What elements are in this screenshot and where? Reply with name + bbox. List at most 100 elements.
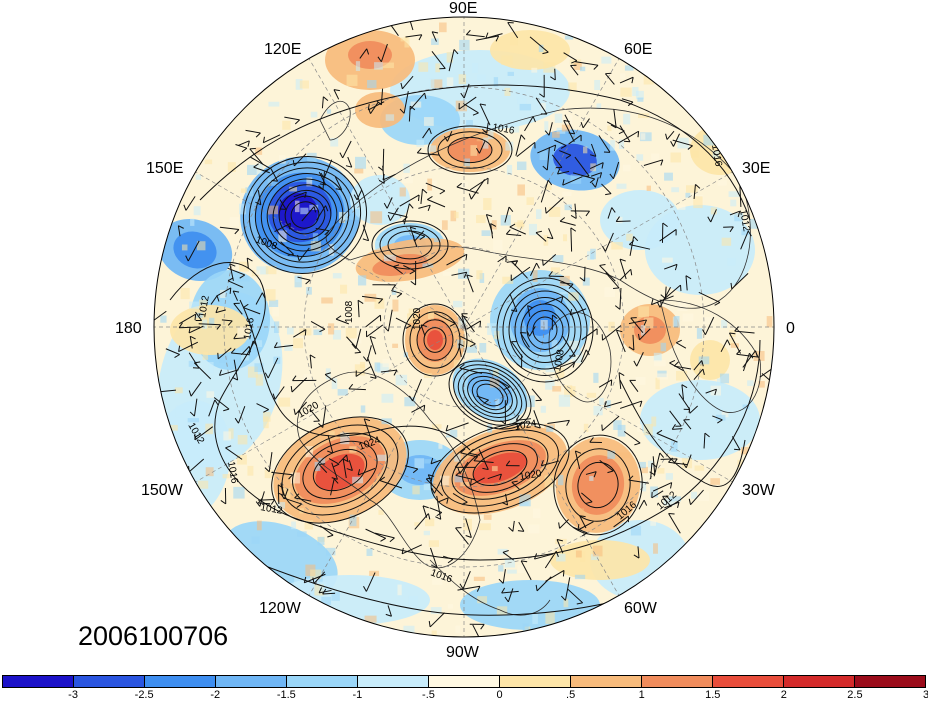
wind-vector bbox=[348, 388, 366, 391]
anomaly-speckle bbox=[729, 338, 735, 346]
anomaly-speckle bbox=[579, 551, 586, 562]
wind-barb bbox=[469, 343, 476, 348]
wind-barb bbox=[558, 522, 561, 529]
wind-barb bbox=[601, 162, 604, 169]
anomaly-speckle bbox=[677, 301, 688, 312]
wind-barb bbox=[418, 194, 420, 202]
wind-vector bbox=[469, 177, 489, 191]
anomaly-speckle bbox=[197, 480, 209, 489]
wind-vector bbox=[355, 366, 372, 377]
anomaly-speckle bbox=[455, 625, 461, 634]
anomaly-speckle bbox=[578, 508, 584, 519]
wind-barb bbox=[479, 103, 487, 106]
anomaly-speckle bbox=[630, 525, 642, 536]
colorbar-tick-label: 1 bbox=[638, 689, 645, 701]
wind-vector bbox=[405, 34, 422, 38]
wind-barb bbox=[189, 335, 196, 340]
anomaly-speckle bbox=[306, 286, 312, 295]
wind-barb bbox=[216, 324, 222, 330]
anomaly-speckle bbox=[297, 531, 307, 537]
wind-barb bbox=[296, 503, 302, 508]
wind-vector bbox=[543, 296, 564, 305]
anomaly-speckle bbox=[741, 229, 750, 236]
wind-barb bbox=[577, 523, 580, 531]
wind-vector bbox=[188, 325, 204, 334]
wind-barb bbox=[273, 342, 278, 348]
wind-barb bbox=[393, 369, 398, 376]
wind-barb bbox=[566, 420, 570, 426]
anomaly-speckle bbox=[286, 327, 294, 335]
anomaly-speckle bbox=[734, 213, 744, 222]
wind-barb bbox=[576, 602, 583, 605]
contour-value-label: 1012 bbox=[197, 294, 212, 318]
anomaly-speckle bbox=[643, 317, 654, 329]
anomaly-speckle bbox=[253, 340, 263, 347]
wind-barb bbox=[362, 356, 368, 362]
wind-barb bbox=[364, 418, 371, 422]
anomaly-speckle bbox=[509, 123, 520, 133]
meridian-line bbox=[195, 171, 465, 328]
anomaly-speckle bbox=[340, 284, 348, 294]
wind-barb bbox=[610, 124, 617, 129]
wind-vector bbox=[258, 498, 275, 501]
wind-vector bbox=[559, 150, 572, 156]
anomaly-speckle bbox=[610, 140, 615, 151]
wind-barb bbox=[633, 554, 640, 559]
anomaly-speckle bbox=[545, 379, 555, 390]
wind-barb bbox=[458, 343, 465, 347]
wind-barb bbox=[548, 271, 553, 277]
wind-vector bbox=[456, 186, 479, 194]
wind-barb bbox=[495, 35, 500, 42]
wind-barb bbox=[333, 463, 340, 468]
wind-barb bbox=[628, 475, 634, 481]
wind-barb bbox=[649, 471, 656, 476]
wind-barb bbox=[214, 399, 219, 406]
wind-vector bbox=[274, 344, 294, 349]
anomaly-speckle bbox=[698, 356, 710, 365]
wind-barb bbox=[670, 482, 673, 489]
anomaly-speckle bbox=[558, 474, 564, 486]
wind-barb bbox=[628, 346, 635, 351]
anomaly-speckle bbox=[528, 524, 540, 534]
wind-vector bbox=[427, 474, 433, 486]
anomaly-speckle bbox=[252, 344, 258, 353]
wind-barb bbox=[303, 576, 307, 583]
anomaly-speckle bbox=[593, 405, 603, 416]
anomaly-speckle bbox=[454, 475, 464, 483]
wind-barb bbox=[593, 64, 599, 70]
wind-vector bbox=[639, 328, 651, 341]
wind-vector bbox=[664, 286, 667, 299]
anomaly-speckle bbox=[326, 109, 332, 114]
anomaly-speckle bbox=[400, 37, 408, 42]
wind-vector bbox=[237, 406, 246, 424]
wind-vector bbox=[507, 588, 514, 603]
wind-vector bbox=[304, 573, 326, 584]
anomaly-speckle bbox=[495, 398, 500, 409]
wind-vector bbox=[496, 379, 510, 388]
anomaly-speckle bbox=[561, 124, 571, 132]
wind-vector bbox=[511, 481, 520, 490]
wind-barb bbox=[405, 325, 412, 329]
pressure-contour bbox=[553, 434, 643, 536]
anomaly-speckle bbox=[531, 67, 538, 73]
wind-barb bbox=[366, 48, 370, 55]
meridian-line bbox=[463, 171, 733, 328]
anomaly-speckle bbox=[331, 591, 340, 601]
wind-barb bbox=[318, 423, 324, 428]
wind-vector bbox=[301, 206, 315, 222]
wind-vector bbox=[562, 335, 576, 357]
wind-vector bbox=[461, 315, 466, 329]
wind-barb bbox=[246, 257, 253, 262]
pressure-contour bbox=[496, 277, 594, 383]
wind-barb bbox=[734, 448, 741, 451]
pressure-contour bbox=[292, 432, 388, 508]
anomaly-speckle bbox=[657, 467, 665, 474]
pressure-contour bbox=[619, 379, 746, 487]
wind-barb bbox=[555, 551, 559, 558]
wind-vector bbox=[388, 211, 408, 218]
anomaly-speckle bbox=[657, 373, 669, 380]
wind-barb bbox=[446, 497, 449, 504]
anomaly-speckle bbox=[408, 596, 418, 606]
wind-barb bbox=[560, 595, 566, 601]
anomaly-patch bbox=[690, 125, 750, 175]
